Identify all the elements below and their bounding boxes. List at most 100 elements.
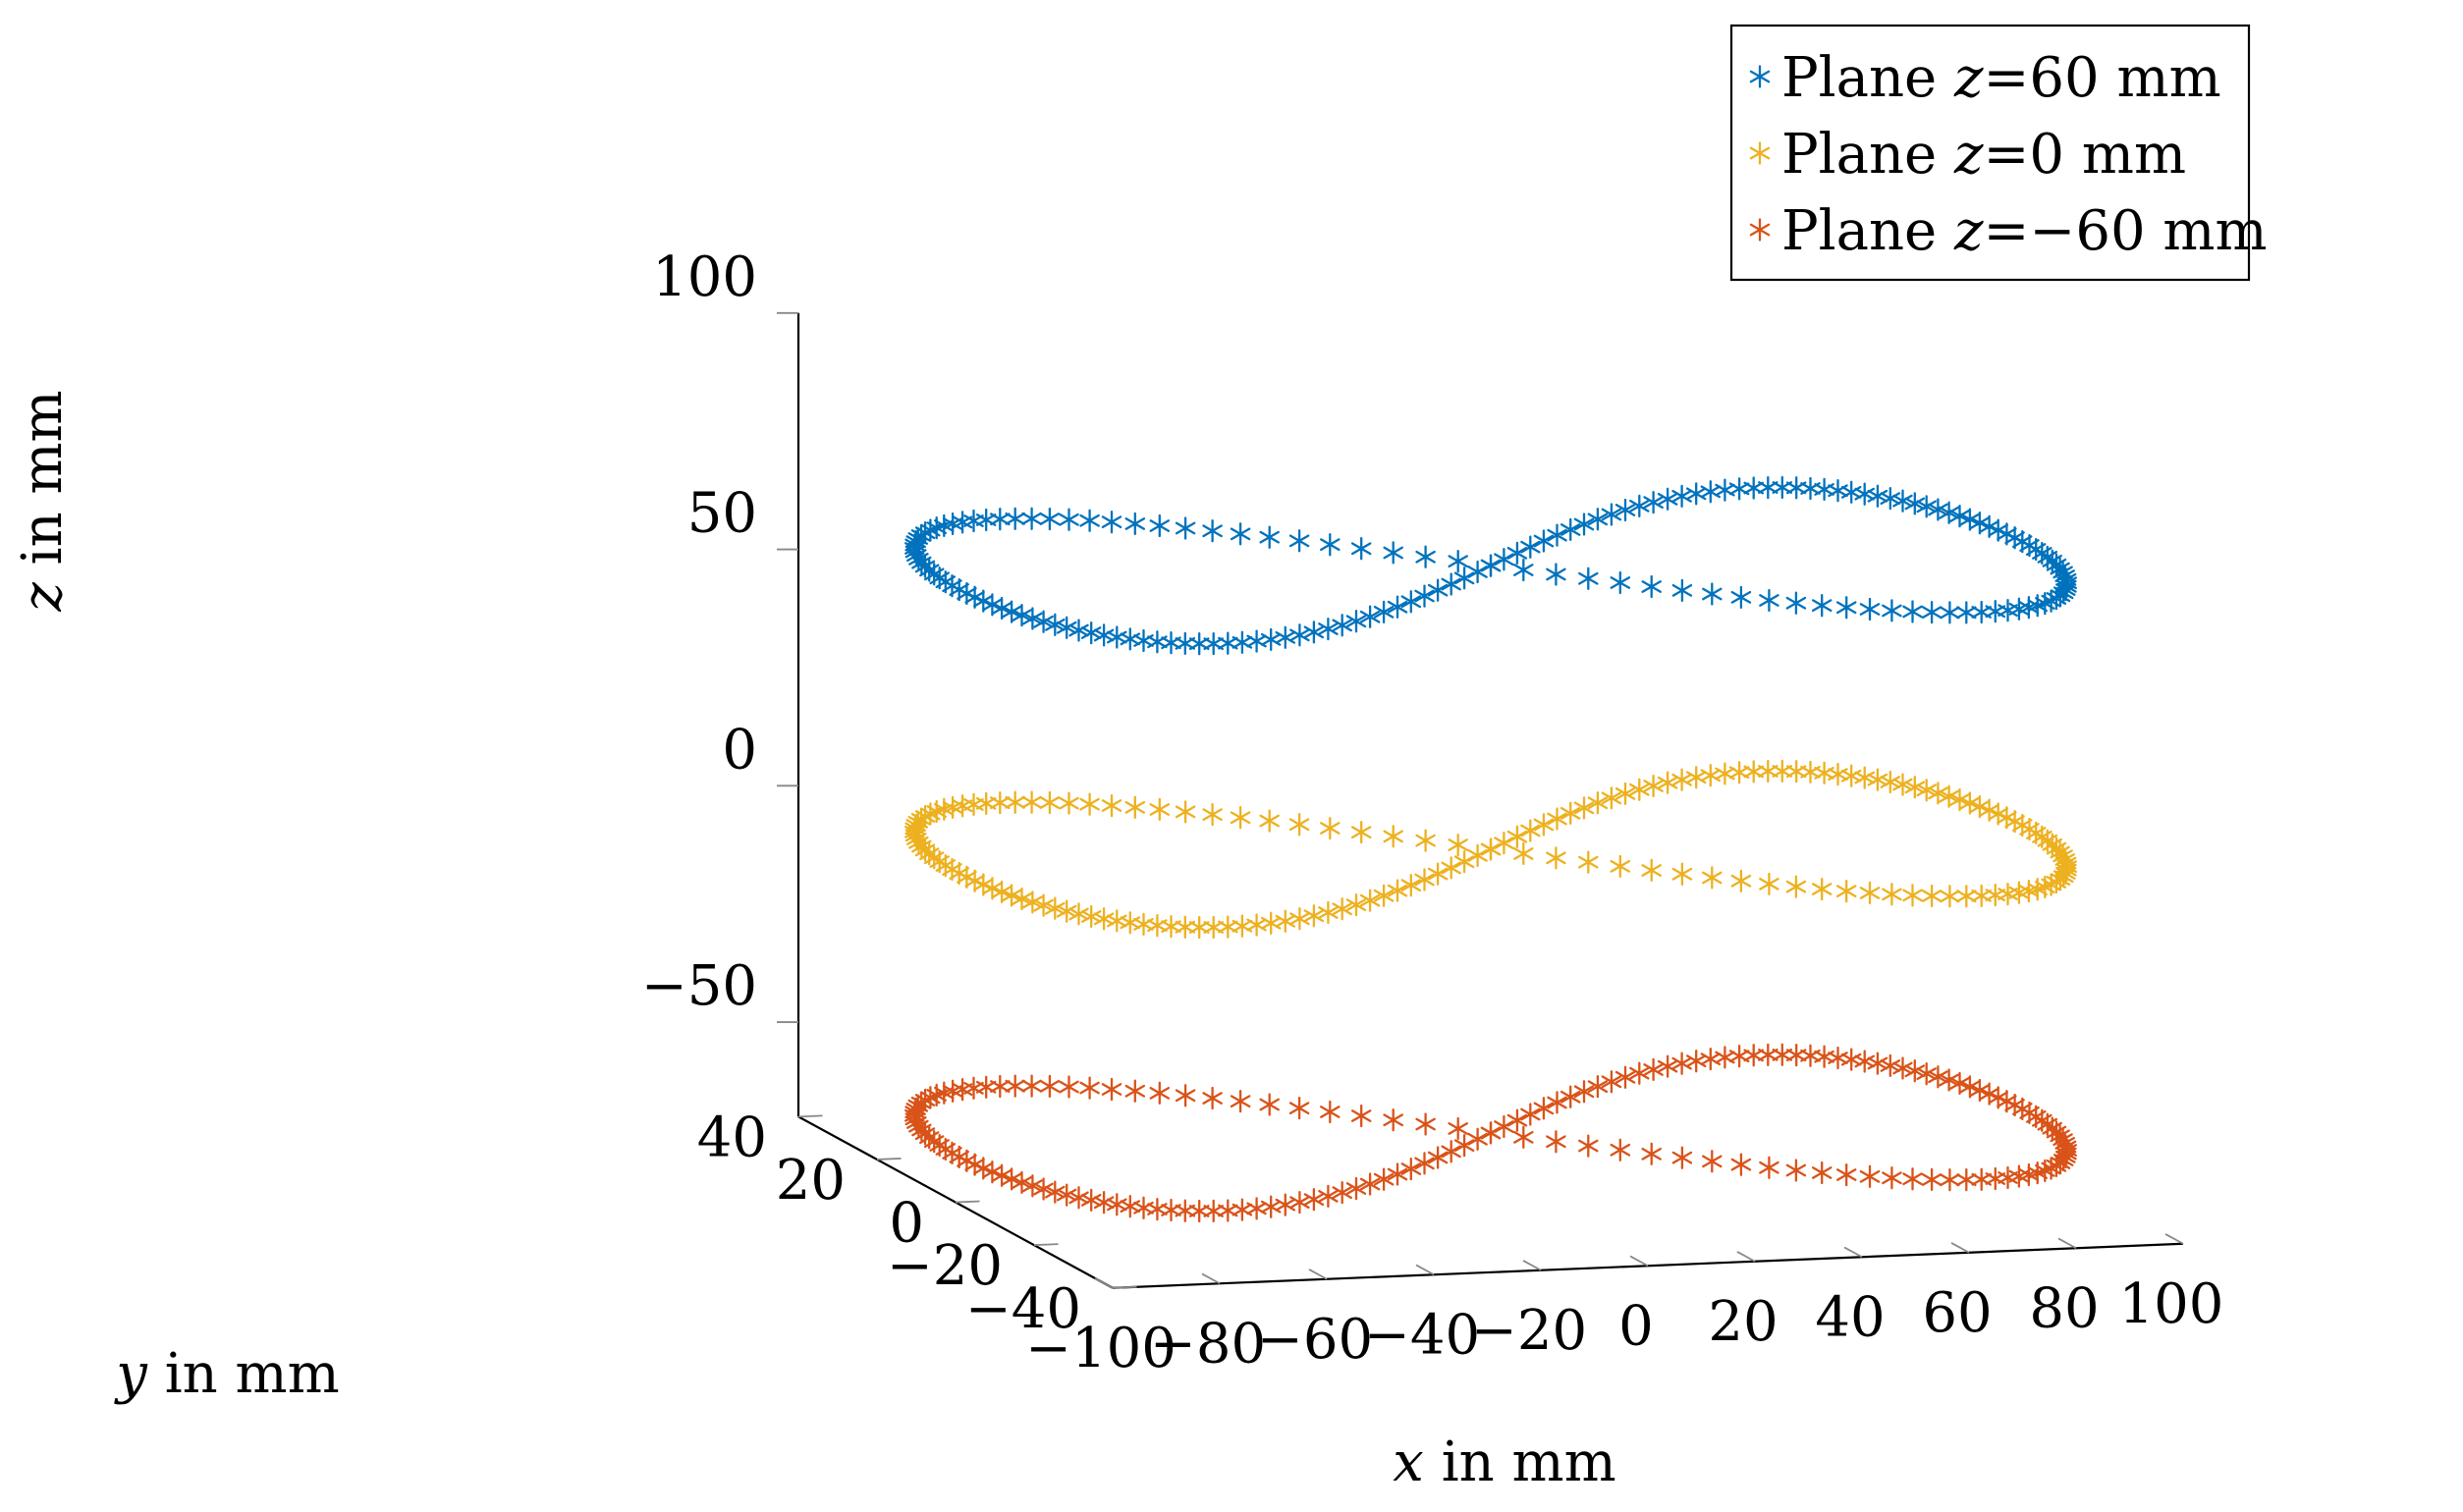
- data-point: [1480, 554, 1502, 577]
- data-point: [1785, 1043, 1807, 1067]
- data-point: [1520, 819, 1541, 842]
- y-tick: [955, 1200, 980, 1204]
- data-point: [1811, 594, 1833, 618]
- data-point: [1259, 1093, 1280, 1116]
- z-axis-title-var: z: [11, 582, 75, 613]
- data-point: [1415, 829, 1436, 852]
- data-point: [1101, 511, 1122, 534]
- data-point: [1012, 1170, 1032, 1195]
- data-point: [1045, 613, 1066, 636]
- data-point: [1415, 545, 1436, 568]
- data-point: [1785, 875, 1807, 898]
- data-point: [1578, 567, 1599, 590]
- data-point: [1359, 1172, 1381, 1196]
- data-point: [1814, 1045, 1834, 1068]
- data-point: [1759, 872, 1779, 896]
- data-point: [1785, 476, 1807, 500]
- data-point: [1494, 1114, 1514, 1139]
- data-point: [1971, 1167, 1992, 1191]
- data-point: [1939, 1068, 1959, 1092]
- y-axis-title-var: y: [113, 1342, 148, 1406]
- x-tick-label: −20: [1471, 1299, 1587, 1363]
- data-point: [1448, 833, 1468, 857]
- data-point: [1835, 1162, 1857, 1187]
- y-tick: [1033, 1243, 1059, 1247]
- z-tick-label: −50: [641, 954, 757, 1018]
- x-axis-title-var: x: [1393, 1431, 1424, 1494]
- data-point: [1998, 882, 2018, 906]
- data-point: [1056, 899, 1077, 923]
- data-point: [1643, 490, 1664, 514]
- data-point: [1702, 1150, 1723, 1173]
- data-point: [1441, 856, 1461, 880]
- data-point: [1022, 607, 1043, 630]
- data-point: [1101, 793, 1122, 818]
- data-point: [1120, 627, 1141, 651]
- data-point: [975, 791, 997, 816]
- data-point: [1120, 1195, 1141, 1218]
- data-point: [1387, 879, 1408, 902]
- legend-label-2-prefix: Plane: [1781, 199, 1954, 263]
- data-point: [1971, 600, 1992, 624]
- data-point: [1359, 605, 1381, 628]
- data-point: [982, 877, 1003, 900]
- data-point: [1303, 621, 1325, 644]
- data-point: [1743, 760, 1764, 783]
- data-point: [1730, 585, 1752, 610]
- data-point: [1513, 1125, 1534, 1149]
- z-tick-label: 100: [652, 245, 757, 309]
- legend-label-1-suffix: =0 mm: [1984, 123, 2187, 187]
- data-point: [1759, 1156, 1779, 1179]
- data-point: [1835, 596, 1857, 620]
- data-point: [1318, 1184, 1339, 1209]
- legend-label-0-var: z: [1953, 46, 1984, 110]
- data-point: [1318, 617, 1339, 641]
- data-point: [1979, 798, 1999, 822]
- data-point: [982, 593, 1003, 617]
- data-point: [1573, 796, 1595, 820]
- x-tick-label: 100: [2119, 1272, 2224, 1336]
- data-point: [1345, 1176, 1367, 1201]
- data-point: [1814, 477, 1834, 502]
- data-point: [1068, 902, 1089, 926]
- x-tick: [2164, 1233, 2184, 1245]
- x-tick: [1308, 1269, 1328, 1280]
- data-point: [2052, 844, 2073, 868]
- y-tick-label: −20: [887, 1234, 1003, 1298]
- data-point: [1021, 1074, 1042, 1098]
- data-point: [1175, 915, 1196, 939]
- data-point: [1959, 1075, 1981, 1099]
- data-point: [1828, 762, 1848, 786]
- x-axis-title: x in mm: [1393, 1431, 1615, 1494]
- data-point: [1373, 884, 1395, 907]
- data-point: [1859, 1164, 1881, 1188]
- legend-box: [1729, 24, 2251, 282]
- data-point: [1969, 512, 1991, 535]
- x-tick-label: 20: [1708, 1290, 1778, 1354]
- data-point: [1467, 560, 1488, 584]
- data-point: [1702, 582, 1723, 606]
- data-point: [1467, 1127, 1488, 1151]
- data-point: [1785, 591, 1807, 615]
- data-point: [1921, 884, 1943, 908]
- data-point: [1022, 1174, 1043, 1198]
- data-point: [1288, 1096, 1310, 1120]
- data-point: [1916, 779, 1937, 802]
- x-tick: [1201, 1272, 1221, 1285]
- legend-label-0-suffix: =60 mm: [1984, 46, 2221, 110]
- data-point: [1147, 630, 1168, 654]
- data-point: [1175, 631, 1196, 656]
- data-point: [1303, 1188, 1325, 1212]
- data-point: [1494, 831, 1514, 855]
- x-tick: [1415, 1264, 1435, 1276]
- data-point: [1828, 479, 1848, 503]
- data-point: [1230, 522, 1251, 546]
- data-point: [1012, 887, 1032, 911]
- data-point: [1615, 782, 1636, 806]
- series-1: [904, 759, 2077, 940]
- data-point: [1892, 1056, 1913, 1080]
- data-point: [1202, 1086, 1223, 1110]
- data-point: [1161, 1198, 1181, 1222]
- legend-marker-series-0: [1749, 65, 1771, 88]
